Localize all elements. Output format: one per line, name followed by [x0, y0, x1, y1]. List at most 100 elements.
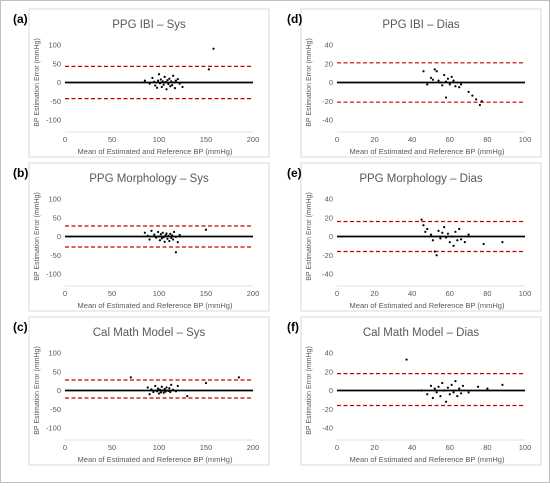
data-point — [170, 383, 173, 386]
data-point — [173, 87, 177, 90]
y-tick-label: -20 — [322, 251, 333, 260]
data-point — [452, 79, 455, 82]
data-point — [431, 239, 434, 242]
data-point — [448, 393, 451, 396]
x-tick-label: 150 — [200, 443, 213, 452]
x-tick-label: 150 — [200, 289, 213, 298]
data-point — [441, 84, 444, 87]
data-point — [160, 237, 163, 240]
data-point — [207, 68, 210, 71]
chart-title: PPG IBI – Sys — [112, 19, 186, 31]
y-axis-title: BP Estimation Error (mmHg) — [34, 346, 41, 435]
y-tick-label: 0 — [329, 78, 333, 87]
data-point — [480, 100, 483, 103]
data-point — [146, 234, 149, 237]
data-point — [420, 218, 423, 221]
data-point — [458, 227, 461, 231]
data-point — [169, 390, 172, 394]
y-tick-label: -40 — [322, 424, 333, 433]
y-axis-title: BP Estimation Error (mmHg) — [306, 346, 313, 435]
data-point — [476, 385, 480, 388]
data-point — [163, 75, 166, 78]
data-point — [153, 80, 156, 83]
panel-label: (a) — [13, 12, 28, 26]
data-point — [152, 390, 155, 394]
x-tick-label: 100 — [519, 135, 532, 144]
data-point — [146, 386, 149, 389]
data-point — [150, 229, 153, 232]
data-point — [454, 230, 457, 233]
data-point — [157, 73, 161, 76]
y-tick-label: -100 — [46, 116, 61, 125]
data-point — [456, 395, 459, 398]
y-tick-label: 50 — [53, 367, 61, 376]
data-point — [162, 83, 165, 86]
data-point — [443, 226, 446, 229]
panel-label: (c) — [13, 320, 28, 334]
data-point — [486, 387, 489, 390]
y-tick-label: -100 — [46, 270, 61, 279]
chart-title: PPG IBI – Dias — [382, 19, 460, 31]
data-point — [482, 242, 485, 246]
data-point — [181, 85, 184, 89]
y-tick-label: 50 — [53, 213, 61, 222]
y-tick-label: -50 — [50, 97, 61, 106]
data-point — [174, 251, 178, 254]
data-point — [435, 391, 438, 394]
x-axis-title: Mean of Estimated and Reference BP (mmHg… — [350, 455, 505, 464]
data-point — [435, 254, 438, 257]
x-axis-title: Mean of Estimated and Reference BP (mmHg… — [78, 301, 233, 310]
panel-label: (f) — [287, 320, 299, 334]
data-point — [437, 229, 440, 232]
data-point — [437, 79, 440, 82]
data-point — [443, 73, 446, 77]
y-tick-label: -50 — [50, 251, 61, 260]
data-point — [439, 81, 442, 84]
data-point — [439, 237, 442, 240]
data-point — [174, 79, 178, 82]
data-point — [426, 83, 429, 86]
data-point — [446, 77, 450, 80]
data-point — [459, 238, 463, 241]
data-point — [148, 82, 151, 85]
x-tick-label: 200 — [247, 289, 260, 298]
data-point — [448, 83, 451, 86]
data-point — [431, 396, 434, 400]
x-tick-label: 50 — [108, 443, 116, 452]
x-tick-label: 50 — [108, 135, 116, 144]
data-point — [161, 389, 164, 392]
data-point — [475, 98, 478, 101]
data-point — [165, 386, 168, 389]
data-point — [160, 385, 163, 388]
data-point — [161, 80, 164, 83]
data-point — [446, 386, 450, 389]
y-tick-label: 20 — [325, 59, 333, 68]
data-point — [478, 103, 481, 107]
data-point — [172, 81, 176, 84]
y-tick-label: 100 — [48, 41, 61, 50]
panel-label: (e) — [287, 166, 302, 180]
data-point — [172, 230, 176, 234]
data-point — [405, 358, 408, 361]
data-point — [169, 85, 172, 88]
x-tick-label: 150 — [200, 135, 213, 144]
data-point — [450, 383, 453, 386]
data-point — [450, 75, 453, 78]
data-point — [454, 85, 457, 88]
data-point — [501, 241, 504, 244]
panel-label: (b) — [13, 166, 28, 180]
data-point — [426, 227, 429, 231]
data-point — [165, 232, 168, 235]
data-point — [471, 94, 474, 97]
x-tick-label: 60 — [446, 443, 454, 452]
data-point — [237, 376, 240, 379]
data-point — [456, 239, 459, 242]
chart-title: PPG Morphology – Sys — [89, 173, 209, 185]
data-point — [446, 232, 450, 235]
chart-title: Cal Math Model – Dias — [363, 327, 480, 339]
data-point — [165, 88, 168, 91]
chart-panel-3: (c) Cal Math Model – Sys -100 -50 0 50 100 0 50 1… — [13, 316, 270, 466]
data-point — [163, 387, 166, 391]
x-tick-label: 100 — [153, 135, 166, 144]
data-point — [158, 239, 162, 242]
